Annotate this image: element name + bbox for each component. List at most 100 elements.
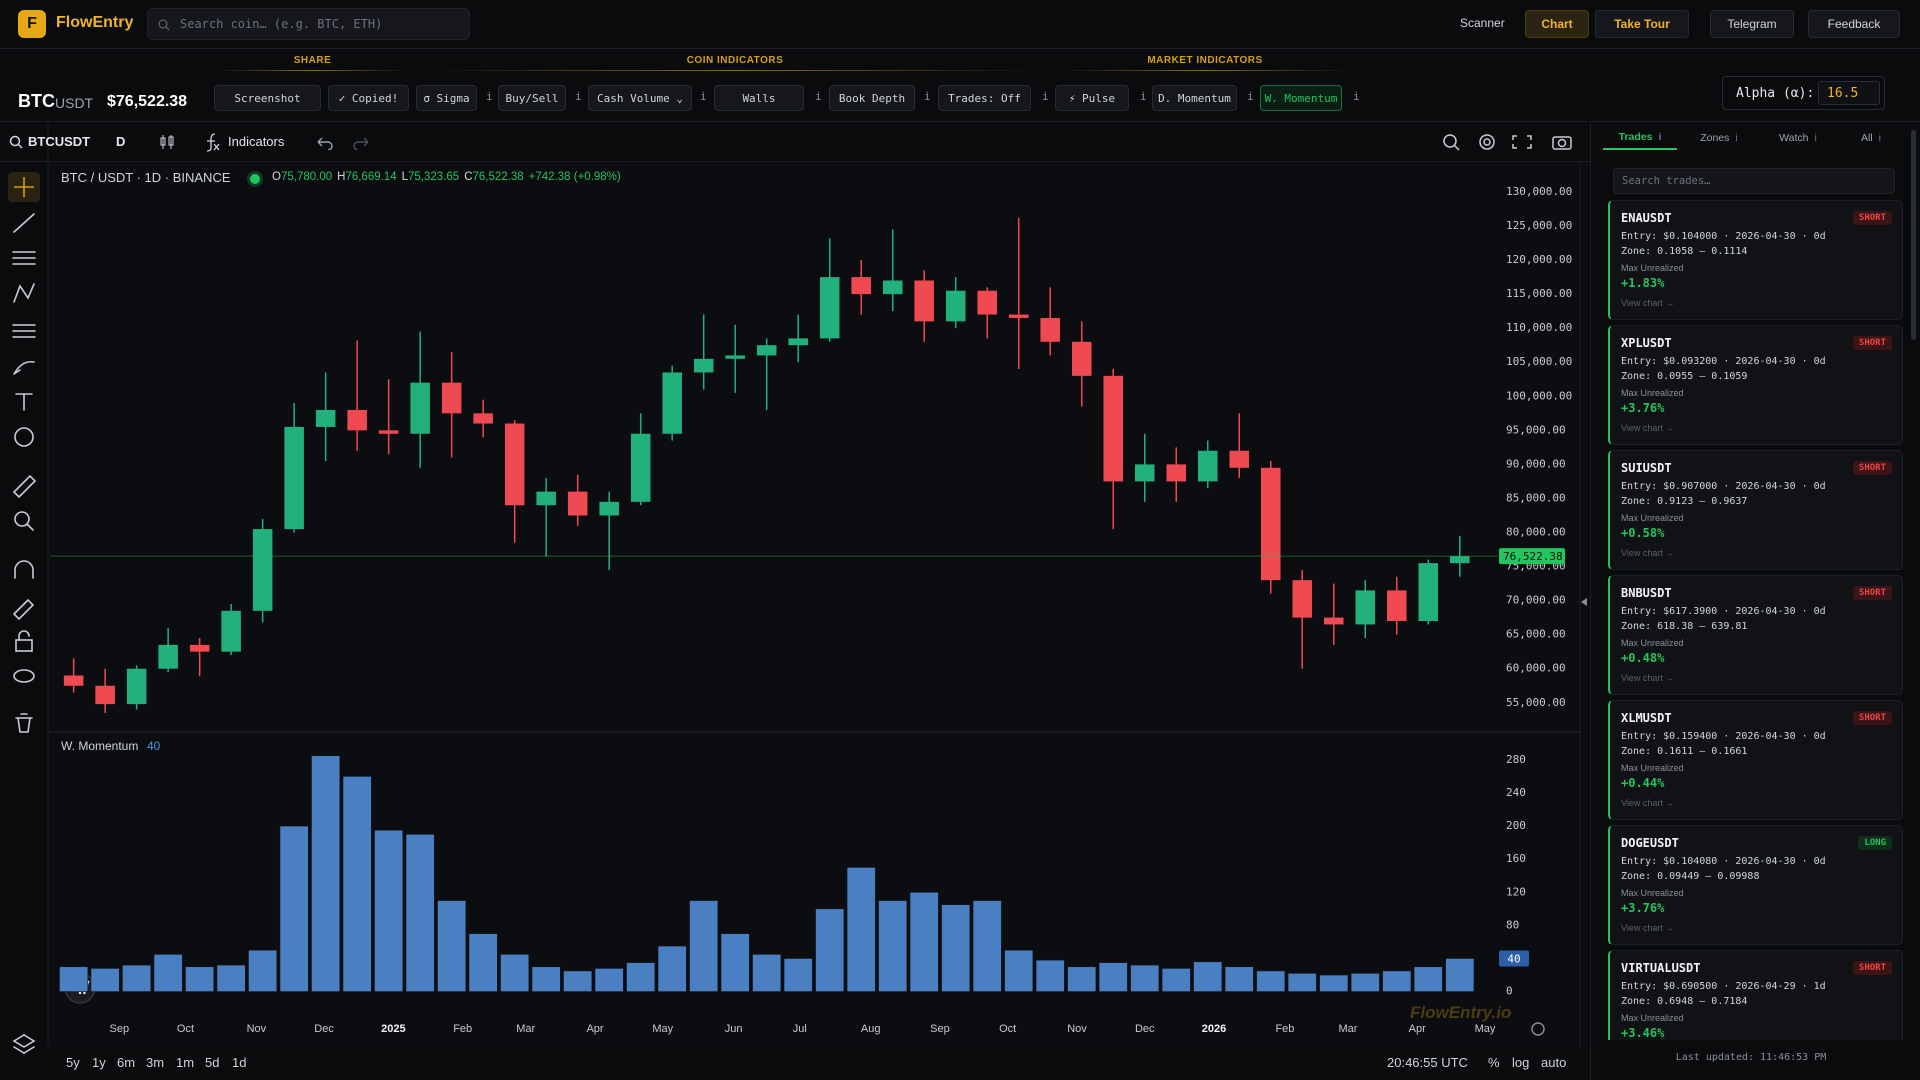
momentum-bar [342,776,372,992]
indicator-button[interactable]: Book Depth [829,85,915,111]
info-icon[interactable]: i [1247,90,1254,103]
range-button[interactable]: 5y [66,1055,80,1070]
x-tick-label: May [652,1023,673,1035]
tool-emoji[interactable] [14,427,34,447]
trade-link[interactable]: View chart → [1621,923,1675,933]
nav-item[interactable]: Scanner [1460,16,1505,30]
chart-actions[interactable] [1440,131,1580,153]
trade-card[interactable]: DOGEUSDT LONG Entry: $0.104080 · 2026-04-3… [1608,825,1903,945]
x-tick-label: Mar [516,1023,535,1035]
trade-link[interactable]: View chart → [1621,798,1675,808]
trade-link[interactable]: View chart → [1621,548,1675,558]
tool-line[interactable] [13,213,35,233]
indicator-button[interactable]: σ Sigma [416,85,477,111]
scale-option[interactable]: log [1512,1055,1530,1070]
info-icon[interactable]: i [700,90,707,103]
info-icon[interactable]: i [1353,90,1360,103]
range-button[interactable]: 1y [92,1055,106,1070]
indicator-button[interactable]: D. Momentum [1152,85,1237,111]
indicator-button[interactable]: ⚡ Pulse [1055,85,1129,111]
chart-interval[interactable]: D [116,134,126,149]
info-icon[interactable]: i [575,90,582,103]
momentum-bar [657,945,687,992]
tool-fib[interactable] [12,251,36,265]
trade-symbol: VIRTUALUSDT [1621,961,1701,975]
info-icon[interactable]: i [924,90,931,103]
momentum-bar [59,966,89,992]
indicator-button[interactable]: Buy/Sell [498,85,566,111]
tool-lines[interactable] [12,324,36,338]
alpha-value[interactable]: 16.5 [1818,81,1880,105]
tool-trash[interactable] [15,713,33,733]
panel-tab[interactable]: Zones i [1689,126,1749,150]
tool-magnet[interactable] [14,560,34,579]
tool-zoom[interactable] [14,511,30,527]
tool-pencil-lock[interactable] [12,598,35,621]
chart-style-icon[interactable] [158,133,176,151]
chart-symbol[interactable]: BTCUSDT [28,134,91,149]
trade-search[interactable]: Search trades… [1613,168,1895,194]
nav-item[interactable]: Chart [1525,10,1589,38]
tool-layers[interactable] [12,1034,36,1054]
ohlc-item: C 76,522.38 [464,171,523,183]
trade-card[interactable]: BNBUSDT SHORT Entry: $617.3900 · 2026-04-3… [1608,575,1903,695]
range-button[interactable]: 1m [176,1055,195,1070]
logo[interactable]: F [18,10,46,38]
candle-body [315,409,336,427]
nav-item[interactable]: Take Tour [1595,10,1689,38]
settings-icon[interactable] [1531,1022,1545,1036]
info-icon[interactable]: i [486,90,493,103]
tool-ruler[interactable] [12,474,37,499]
tool-eye[interactable] [13,669,35,683]
collapse-arrow[interactable] [1581,598,1587,606]
indicator-button[interactable]: ✓ Copied! [328,85,409,111]
panel-tab[interactable]: All i [1841,126,1901,150]
panel-tab[interactable]: Watch i [1763,126,1833,150]
info-icon[interactable]: i [815,90,822,103]
scale-option[interactable]: auto [1541,1055,1567,1070]
panel-tab[interactable]: Trades i [1603,126,1677,150]
range-button[interactable]: 6m [117,1055,136,1070]
range-button[interactable]: 5d [205,1055,220,1070]
tool-brush[interactable] [13,360,35,375]
x-tick-label: Jul [793,1023,807,1035]
trade-link[interactable]: View chart → [1621,298,1675,308]
trade-metric: Max Unrealized [1621,263,1684,273]
trade-pnl: +0.58% [1621,526,1665,540]
indicator-button[interactable]: Trades: Off [938,85,1031,111]
momentum-bar [563,970,593,992]
scrollbar[interactable] [1911,130,1916,340]
tool-lock[interactable] [15,639,33,652]
momentum-bar [1413,966,1443,992]
indicator-button[interactable]: Walls [714,85,804,111]
momentum-bar [815,908,845,992]
tool-text[interactable] [15,393,33,411]
trade-card[interactable]: ENAUSDT SHORT Entry: $0.104000 · 2026-04-3… [1608,200,1903,320]
trade-card[interactable]: XPLUSDT SHORT Entry: $0.093200 · 2026-04-3… [1608,325,1903,445]
brand[interactable]: FlowEntry [56,14,134,31]
tool-crosshair[interactable] [14,177,34,197]
trade-symbol: SUIUSDT [1621,461,1672,475]
undo-redo[interactable] [314,134,374,150]
trade-card[interactable]: XLMUSDT SHORT Entry: $0.159400 · 2026-04-3… [1608,700,1903,820]
indicator-button[interactable]: Screenshot [214,85,321,111]
range-button[interactable]: 3m [146,1055,165,1070]
info-icon[interactable]: i [1140,90,1147,103]
trade-card[interactable]: SUIUSDT SHORT Entry: $0.907000 · 2026-04-3… [1608,450,1903,570]
indicator-button[interactable]: W. Momentum [1260,85,1342,111]
candle-body [63,675,84,686]
info-icon[interactable]: i [1042,90,1049,103]
range-button[interactable]: 1d [232,1055,247,1070]
trade-link[interactable]: View chart → [1621,673,1675,683]
section-label: MARKET INDICATORS [1147,55,1263,66]
momentum-bar [1098,962,1128,992]
indicators-button[interactable]: Indicators [228,134,285,149]
tool-pattern[interactable] [13,283,35,303]
trade-entry: Entry: $0.690500 · 2026-04-29 · 1d [1621,981,1826,992]
search-box[interactable]: Search coin… (e.g. BTC, ETH) [147,8,470,40]
scale-option[interactable]: % [1488,1055,1500,1070]
indicator-button[interactable]: Cash Volume ⌄ [588,85,692,111]
nav-item[interactable]: Feedback [1808,10,1900,38]
nav-item[interactable]: Telegram [1710,10,1794,38]
trade-link[interactable]: View chart → [1621,423,1675,433]
